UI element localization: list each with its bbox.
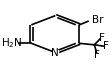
- Polygon shape: [53, 50, 58, 55]
- Text: F: F: [94, 50, 99, 60]
- Text: F: F: [103, 41, 109, 51]
- Text: Br: Br: [92, 15, 104, 25]
- Text: H$_2$N: H$_2$N: [1, 36, 23, 50]
- Text: F: F: [99, 33, 105, 43]
- Text: N: N: [52, 48, 59, 58]
